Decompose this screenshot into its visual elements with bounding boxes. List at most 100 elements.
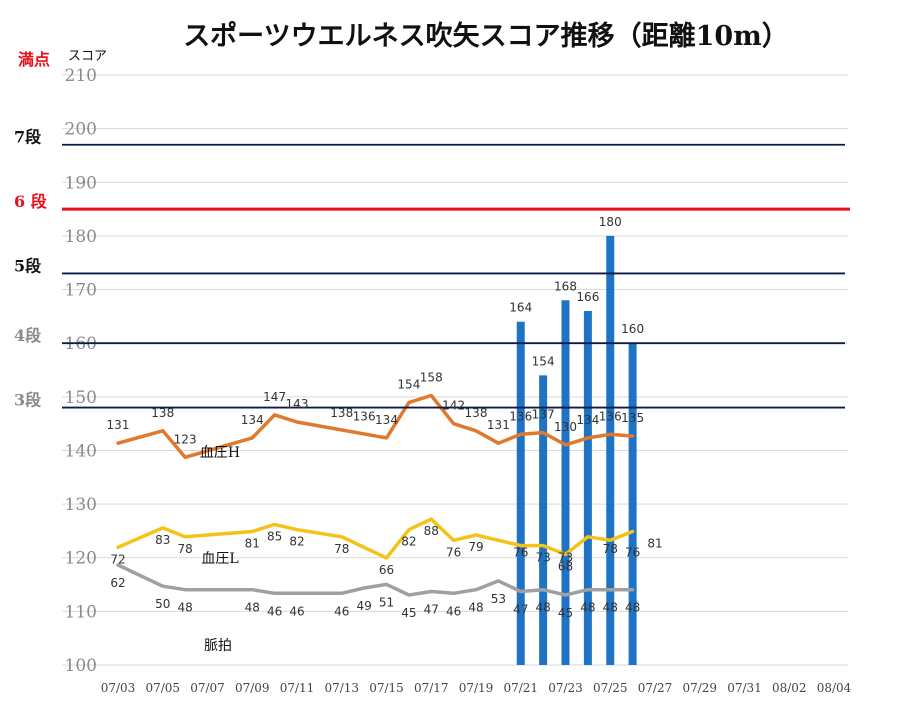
y-tick-label: 200 [65, 120, 97, 140]
data-label: 76 [513, 545, 528, 559]
data-label: 47 [513, 602, 528, 616]
bar-value-label: 154 [532, 354, 555, 368]
score-bar [539, 375, 548, 665]
data-label: 131 [107, 418, 130, 432]
data-label: 134 [241, 413, 264, 427]
data-label: 82 [289, 535, 304, 549]
y-axis-ticks: 100 110 120 130 140 150 160 170 180 190 200 210 [65, 66, 97, 676]
data-label: 158 [420, 370, 443, 384]
x-tick-label: 07/29 [682, 681, 717, 695]
x-tick-label: 07/05 [145, 681, 180, 695]
y-tick-label: 210 [65, 66, 97, 86]
bar-value-label: 164 [509, 301, 532, 315]
data-label: 136 [353, 409, 376, 423]
data-label: 53 [491, 592, 506, 606]
data-label: 73 [558, 551, 573, 565]
data-label: 47 [424, 602, 439, 616]
x-tick-label: 07/11 [280, 681, 315, 695]
y-tick-label: 110 [65, 602, 97, 622]
data-label: 68 [558, 559, 573, 573]
x-tick-label: 07/09 [235, 681, 270, 695]
data-label: 62 [110, 576, 125, 590]
x-tick-label: 07/23 [548, 681, 583, 695]
data-label: 134 [375, 413, 398, 427]
series-line [116, 563, 635, 597]
data-label: 138 [330, 406, 353, 420]
data-label: 81 [245, 536, 260, 550]
data-label: 78 [334, 542, 349, 556]
data-label: 46 [267, 604, 282, 618]
data-label: 66 [379, 563, 394, 577]
series-labels: 血圧H 血圧L 脈拍 [200, 445, 240, 654]
data-label: 76 [446, 545, 461, 559]
data-label: 48 [177, 601, 192, 615]
data-label: 48 [245, 601, 260, 615]
y-tick-label: 160 [65, 334, 97, 354]
rank-label: 6 段 [14, 192, 48, 211]
rank-label: 7段 [14, 128, 42, 147]
data-label: 49 [356, 599, 371, 613]
data-label: 50 [155, 597, 170, 611]
x-tick-label: 08/02 [772, 681, 807, 695]
bar-value-label: 166 [576, 290, 599, 304]
x-tick-label: 08/04 [817, 681, 852, 695]
data-label: 136 [509, 409, 532, 423]
series-name-label: 血圧L [201, 551, 238, 567]
y-tick-label: 170 [65, 281, 97, 301]
data-label: 88 [424, 524, 439, 538]
data-label: 46 [334, 604, 349, 618]
x-tick-label: 07/25 [593, 681, 628, 695]
data-label: 45 [401, 606, 416, 620]
x-tick-label: 07/17 [414, 681, 449, 695]
series-line [116, 393, 635, 460]
data-label: 78 [177, 542, 192, 556]
rank-label: 5段 [14, 256, 42, 275]
data-label: 51 [379, 595, 394, 609]
data-label: 48 [625, 601, 640, 615]
data-label: 134 [576, 413, 599, 427]
y-axis-label: スコア [68, 49, 107, 64]
data-label: 79 [468, 540, 483, 554]
x-tick-label: 07/21 [503, 681, 538, 695]
data-label: 45 [558, 606, 573, 620]
grid [62, 74, 848, 666]
x-tick-label: 07/27 [638, 681, 673, 695]
data-label: 143 [286, 397, 309, 411]
data-label: 147 [263, 390, 286, 404]
y-tick-label: 190 [65, 173, 97, 193]
score-bar [516, 321, 525, 665]
score-bar [583, 311, 592, 665]
full-score-label: 満点 [18, 50, 50, 69]
data-label: 81 [647, 536, 662, 550]
data-label: 82 [401, 535, 416, 549]
data-label: 48 [603, 601, 618, 615]
data-label: 85 [267, 529, 282, 543]
data-label: 72 [110, 552, 125, 566]
score-bar [628, 343, 637, 665]
data-label: 136 [599, 409, 622, 423]
bar-value-label: 160 [621, 322, 644, 336]
rank-label: 3段 [14, 391, 42, 410]
data-label: 137 [532, 408, 555, 422]
data-label: 46 [446, 604, 461, 618]
x-tick-label: 07/07 [190, 681, 225, 695]
y-tick-label: 150 [65, 388, 97, 408]
x-tick-label: 07/31 [727, 681, 762, 695]
data-label: 142 [442, 399, 465, 413]
data-label: 154 [397, 378, 420, 392]
data-label: 138 [151, 406, 174, 420]
bar-series [516, 235, 637, 665]
data-label: 130 [554, 420, 577, 434]
score-bar [561, 300, 570, 665]
data-label: 135 [621, 411, 644, 425]
data-label: 131 [487, 418, 510, 432]
rank-lines: 7段 6 段 5段 4段 3段 [14, 128, 850, 410]
x-axis-ticks: 07/03 07/05 07/07 07/09 07/11 07/13 07/15 07/17… [101, 681, 852, 695]
y-tick-label: 140 [65, 441, 97, 461]
y-tick-label: 180 [65, 227, 97, 247]
data-label: 46 [289, 604, 304, 618]
y-tick-label: 130 [65, 495, 97, 515]
y-tick-label: 100 [65, 656, 97, 676]
